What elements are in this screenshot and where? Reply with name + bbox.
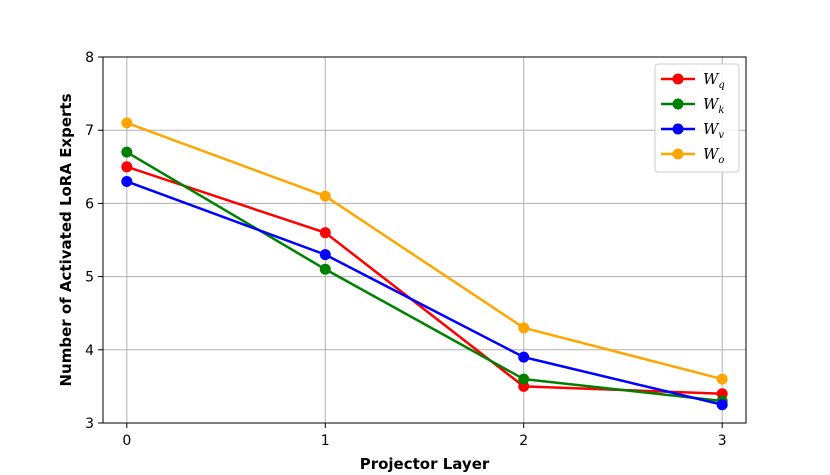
legend-label: Wv <box>703 120 724 141</box>
legend: Wq Wk Wv Wo <box>654 63 740 173</box>
y-tick-label: 3 <box>85 416 94 432</box>
grid-lines <box>103 56 746 424</box>
legend-item: Wv <box>661 120 724 141</box>
legend-item: Wo <box>661 145 724 166</box>
data-point <box>319 263 331 275</box>
series-w-v <box>121 175 728 411</box>
data-point <box>121 161 133 173</box>
data-point <box>518 373 530 385</box>
series-line <box>126 180 723 406</box>
y-tick-label: 7 <box>85 123 94 139</box>
data-point <box>121 175 133 187</box>
legend-item: Wk <box>661 95 724 116</box>
legend-marker <box>672 148 684 160</box>
series-w-q <box>121 161 728 400</box>
y-tick-label: 6 <box>85 196 94 212</box>
legend-marker <box>672 73 684 85</box>
data-point <box>716 399 728 411</box>
y-axis: 3 4 5 6 7 8 <box>85 50 103 432</box>
series-group <box>121 117 728 411</box>
legend-box <box>654 63 740 173</box>
y-axis-label: Number of Activated LoRA Experts <box>57 93 75 386</box>
series-w-o <box>121 117 728 385</box>
x-tick-label: 1 <box>321 433 330 449</box>
series-line <box>126 151 723 403</box>
y-tick-label: 4 <box>85 343 94 359</box>
legend-label: Wo <box>703 145 724 166</box>
series-line <box>126 121 723 381</box>
legend-marker <box>672 123 684 135</box>
x-axis: 0 1 2 3 <box>122 423 727 449</box>
legend-label: Wq <box>703 70 725 91</box>
legend-label: Wk <box>703 95 724 116</box>
data-point <box>518 351 530 363</box>
data-point <box>319 249 331 261</box>
legend-item: Wq <box>661 70 725 91</box>
data-point <box>518 322 530 334</box>
x-axis-label: Projector Layer <box>360 455 490 473</box>
y-tick-label: 8 <box>85 50 94 66</box>
x-tick-label: 2 <box>519 433 528 449</box>
series-line <box>126 165 723 395</box>
plot-frame <box>102 56 747 424</box>
data-point <box>121 146 133 158</box>
data-point <box>121 117 133 129</box>
data-point <box>716 373 728 385</box>
data-point <box>319 227 331 239</box>
data-point <box>319 190 331 202</box>
x-tick-label: 3 <box>718 433 727 449</box>
x-tick-label: 0 <box>122 433 131 449</box>
series-w-k <box>121 146 728 407</box>
legend-marker <box>672 98 684 110</box>
y-tick-label: 5 <box>85 270 94 286</box>
